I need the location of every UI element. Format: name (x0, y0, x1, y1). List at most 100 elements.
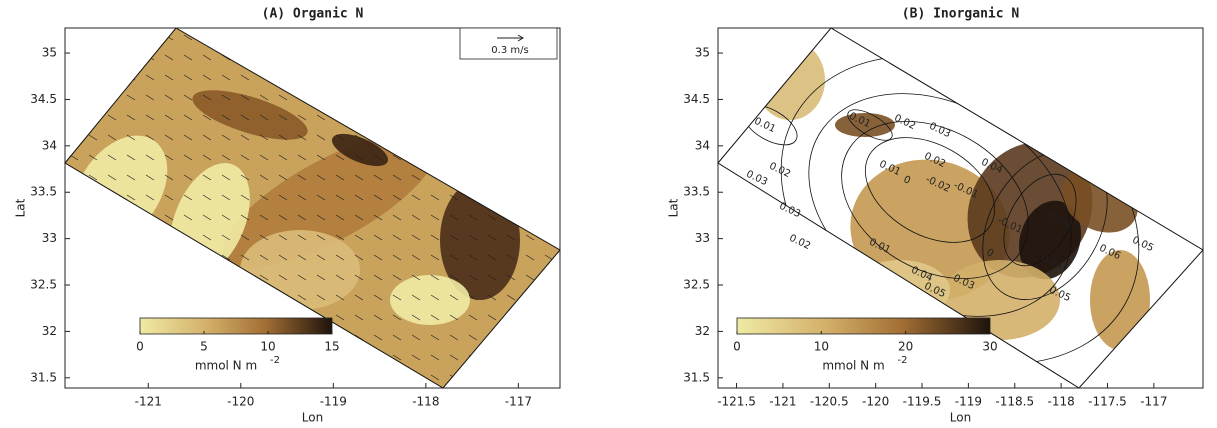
current-arrow (164, 334, 174, 341)
current-arrow (373, 154, 383, 161)
current-arrow (202, 274, 212, 281)
current-arrow (107, 194, 117, 201)
current-arrow (69, 134, 79, 141)
current-arrow (278, 274, 288, 281)
y-tick-label: 32.5 (30, 278, 57, 292)
x-tick-label: -121 (135, 395, 162, 409)
current-arrow (449, 134, 459, 141)
current-arrow (183, 274, 193, 281)
colorbar (139, 317, 333, 335)
current-arrow (392, 214, 402, 221)
current-arrow (297, 54, 307, 61)
current-arrow (354, 94, 364, 101)
current-arrow (525, 134, 535, 141)
current-arrow (202, 94, 212, 101)
current-arrow (373, 134, 383, 141)
current-arrow (544, 354, 554, 361)
x-tick-label: -121.5 (717, 395, 756, 409)
current-arrow (544, 114, 554, 121)
current-arrow (354, 154, 364, 161)
contour-label: 0 (902, 174, 912, 187)
current-arrow (430, 94, 440, 101)
current-arrow (335, 354, 345, 361)
current-arrow (392, 374, 402, 381)
current-arrow (164, 54, 174, 61)
current-arrow (506, 374, 516, 381)
current-arrow (259, 194, 269, 201)
current-arrow (107, 294, 117, 301)
current-arrow (88, 214, 98, 221)
chart-title: (B) Inorganic N (902, 7, 1020, 22)
current-arrow (259, 154, 269, 161)
current-arrow (107, 334, 117, 341)
current-arrow (278, 74, 288, 81)
field-blob (192, 90, 308, 140)
current-arrow (430, 314, 440, 321)
current-arrow (354, 114, 364, 121)
current-arrow (373, 254, 383, 261)
current-arrow (107, 174, 117, 181)
x-tick-label: -119 (320, 395, 347, 409)
current-arrow (335, 214, 345, 221)
current-arrow (202, 134, 212, 141)
current-arrow (544, 134, 554, 141)
current-arrow (240, 114, 250, 121)
current-arrow (164, 234, 174, 241)
current-arrow (278, 334, 288, 341)
current-arrow (145, 174, 155, 181)
current-arrow (335, 294, 345, 301)
current-arrow (297, 34, 307, 41)
current-arrow (392, 274, 402, 281)
current-arrow (430, 354, 440, 361)
current-arrow (88, 314, 98, 321)
current-arrow (145, 34, 155, 41)
current-arrow (69, 314, 79, 321)
current-arrow (202, 374, 212, 381)
y-tick-label: 31.5 (30, 370, 57, 384)
current-arrow (487, 274, 497, 281)
current-arrow (88, 274, 98, 281)
current-arrow (506, 334, 516, 341)
current-arrow (373, 94, 383, 101)
current-arrow (525, 114, 535, 121)
current-arrow (69, 214, 79, 221)
current-arrow (202, 214, 212, 221)
current-arrow (297, 214, 307, 221)
current-arrow (240, 234, 250, 241)
current-arrow (202, 114, 212, 121)
current-arrow (69, 194, 79, 201)
x-tick-label: -117.5 (1088, 395, 1127, 409)
current-arrow (487, 154, 497, 161)
current-arrow (164, 274, 174, 281)
current-arrow (278, 154, 288, 161)
current-arrow (392, 174, 402, 181)
current-arrow (506, 134, 516, 141)
current-arrow (411, 334, 421, 341)
contour-label: 0.02 (787, 233, 812, 252)
current-arrow (392, 94, 402, 101)
current-arrow (525, 254, 535, 261)
current-arrow (373, 74, 383, 81)
current-arrow (69, 174, 79, 181)
current-arrow (126, 274, 136, 281)
current-arrow (430, 254, 440, 261)
current-arrow (297, 274, 307, 281)
current-arrow (278, 114, 288, 121)
current-arrow (392, 354, 402, 361)
current-arrow (487, 254, 497, 261)
current-arrow (69, 234, 79, 241)
field-blob (331, 133, 389, 167)
current-arrow (449, 334, 459, 341)
contour-line (847, 109, 893, 141)
current-arrow (354, 54, 364, 61)
colorbar-label-exponent: -2 (898, 355, 908, 366)
current-arrow (411, 194, 421, 201)
current-arrow (449, 214, 459, 221)
current-arrow (411, 154, 421, 161)
current-arrow (525, 74, 535, 81)
current-arrow (107, 34, 117, 41)
current-arrow (88, 154, 98, 161)
current-arrow (221, 34, 231, 41)
current-arrow (449, 354, 459, 361)
axes-box (717, 27, 1204, 389)
